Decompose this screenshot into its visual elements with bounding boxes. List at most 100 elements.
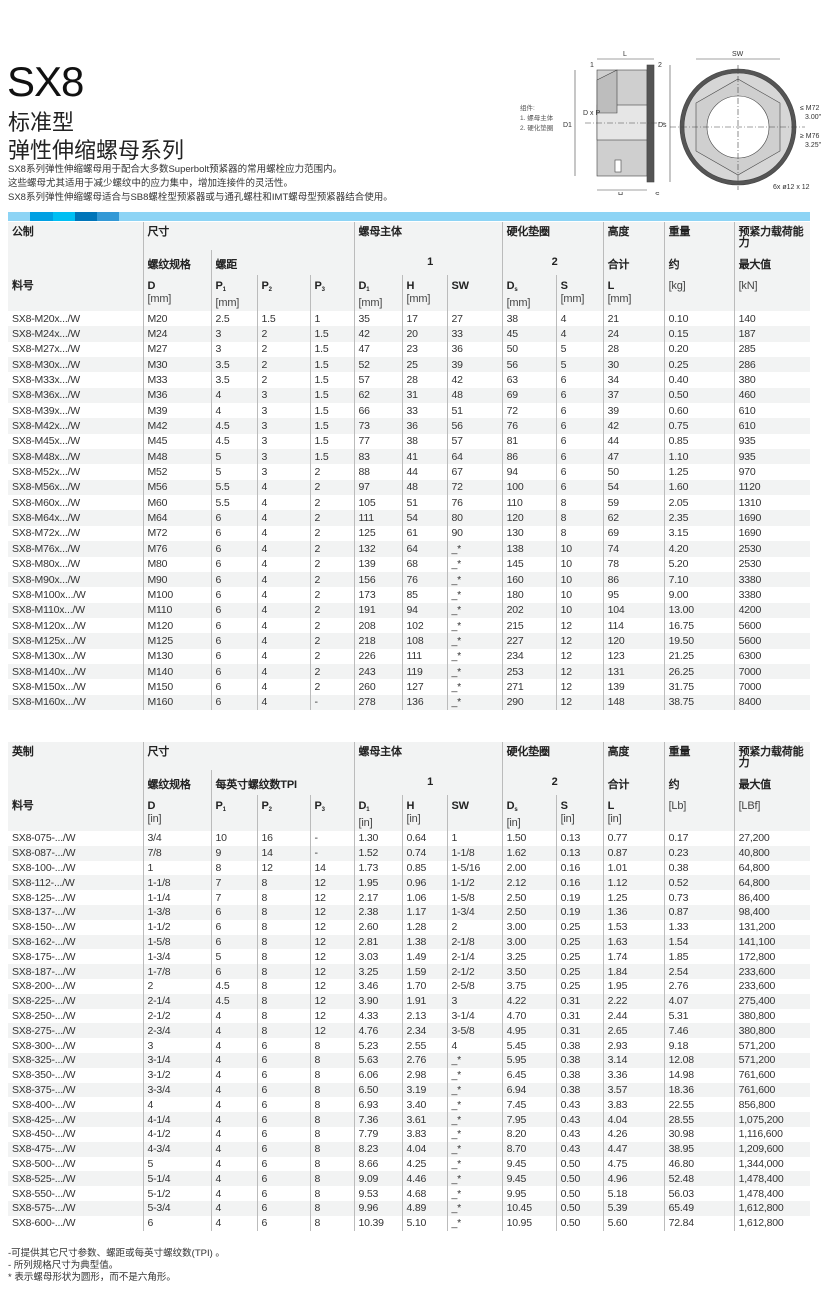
cell: 1.30 (353, 831, 403, 846)
cell: 6 (555, 372, 604, 388)
cell: 74 (602, 541, 665, 557)
sub-header: 每英寸螺纹数TPI (210, 770, 355, 795)
cell: 8 (309, 1067, 355, 1083)
cell: 4 (210, 1082, 257, 1098)
cell: 64 (401, 541, 448, 557)
cell: 10 (555, 571, 604, 588)
column-header: P1 (210, 795, 257, 831)
cell: 86,400 (733, 890, 811, 905)
column-header: D1 [mm] (353, 275, 403, 311)
cell: 131,200 (733, 919, 811, 935)
cell: 0.43 (555, 1112, 604, 1127)
cell: 4 (210, 1126, 257, 1142)
color-bar (8, 212, 810, 221)
cell: 0.43 (555, 1141, 604, 1157)
product-title: SX8 (7, 58, 84, 105)
sub-header: 螺纹规格 (142, 250, 211, 275)
table-row: SX8-125-.../W 1-1/4 7 8 12 2.17 1.06 1-5/8 2.50 0… (8, 890, 811, 905)
cell: 68 (401, 556, 448, 572)
table-row: SX8-187-.../W 1-7/8 6 8 12 3.25 1.59 2-1/2 3.50 0… (8, 964, 811, 979)
cell: 12 (309, 890, 355, 905)
table-row: SX8-M56x.../W M56 5.5 4 2 97 48 72 100 6 54 1.60 112… (8, 479, 811, 496)
cell: 36 (446, 341, 503, 358)
cell: 1,612,800 (733, 1200, 811, 1216)
cell: 4.5 (210, 433, 257, 450)
cell: 4 (210, 1038, 257, 1053)
cell: 6 (210, 679, 257, 695)
cell: 5 (555, 357, 604, 373)
part-number: SX8-M80x.../W (12, 558, 80, 571)
cell: M39 (142, 403, 211, 419)
cell: 4.95 (501, 1023, 557, 1039)
cell: 1-5/16 (446, 860, 503, 876)
cell: 1,478,400 (733, 1186, 811, 1201)
cell: 94 (501, 464, 557, 480)
cell: 6 (555, 464, 604, 480)
cell: 6 (210, 694, 257, 710)
cell: 12 (256, 860, 310, 876)
cell: 12 (309, 875, 355, 891)
cell: 286 (733, 357, 811, 373)
cell: 4.25 (401, 1156, 448, 1172)
le-m72: ≤ M72 (800, 105, 820, 112)
part-number: SX8-550-.../W (12, 1187, 76, 1200)
cell: 148 (602, 694, 665, 710)
cell: 6 (256, 1200, 310, 1216)
cell: 0.50 (663, 387, 735, 404)
cell: 1.5 (309, 418, 355, 434)
table-row: SX8-M36x.../W M36 4 3 1.5 62 31 48 69 6 37 0.50 460 (8, 387, 811, 404)
cell: 1,344,000 (733, 1156, 811, 1172)
cell: 8400 (733, 694, 811, 710)
cell: 8 (256, 875, 310, 891)
cell: 10.45 (501, 1200, 557, 1216)
cell: 380 (733, 372, 811, 388)
cell: 5.31 (663, 1008, 735, 1024)
cell: _* (446, 541, 503, 557)
table-row: SX8-325-.../W 3-1/4 4 6 8 5.63 2.76 _* 5.95 0.38 3… (8, 1052, 811, 1068)
header-row-groups: 公制 尺寸 螺母主体 硬化垫圈 高度 重量 预紧力载荷能力 (8, 222, 811, 250)
cell: 10.95 (501, 1215, 557, 1231)
table-row: SX8-087-.../W 7/8 9 14-1.52 0.74 1-1/8 1.62 0.1… (8, 845, 811, 861)
cell: 44 (401, 464, 448, 480)
cell: 6 (210, 904, 257, 920)
table-row: SX8-275-.../W 2-3/4 4 8 12 4.76 2.34 3-5/8 4.95 0… (8, 1023, 811, 1039)
cell: 5.5 (210, 479, 257, 496)
cell: 4.5 (210, 978, 257, 994)
group-header: 高度 (602, 222, 665, 250)
cell: 8 (309, 1186, 355, 1201)
cell: 0.50 (555, 1156, 604, 1172)
cell: 0.25 (555, 964, 604, 979)
cell: 14 (309, 860, 355, 876)
cell: 8 (309, 1082, 355, 1098)
cell: 0.52 (663, 875, 735, 891)
cell: 38 (501, 311, 557, 327)
column-unit: [in] (506, 817, 521, 829)
callout-2: 2 (658, 62, 662, 69)
table-row: SX8-M64x.../W M64 6 4 2 111 54 80 120 8 62 2.35 1690 (8, 510, 811, 526)
table-row: SX8-175-.../W 1-3/4 5 8 12 3.03 1.49 2-1/4 3.25 0… (8, 949, 811, 965)
cell: 125 (353, 525, 403, 542)
cell: 6 (210, 541, 257, 557)
cell: 5.95 (501, 1052, 557, 1068)
cell: 120 (501, 510, 557, 526)
color-segment (75, 212, 97, 221)
part-number: SX8-M52x.../W (12, 466, 80, 479)
cell: 39 (446, 357, 503, 373)
cell: M27 (142, 341, 211, 358)
column-unit: [in] (147, 813, 162, 825)
cell: _* (446, 679, 503, 695)
cell: 42 (353, 326, 403, 342)
cell: 25 (401, 357, 448, 373)
cell: 761,600 (733, 1082, 811, 1098)
cell: 0.64 (401, 831, 448, 846)
product-type: 标准型 (8, 110, 75, 135)
cell: 0.85 (663, 433, 735, 450)
cell: 8 (256, 904, 310, 920)
legend-item: 1. 螺母主体 (520, 115, 554, 122)
cell: 2.81 (353, 934, 403, 950)
cell: _* (446, 1215, 503, 1231)
cell: M90 (142, 571, 211, 588)
cell: 3.83 (401, 1126, 448, 1142)
table-row: SX8-200-.../W 2 4.5 8 12 3.46 1.70 2-5/8 3.75 0.2… (8, 978, 811, 994)
cell: 1.52 (353, 845, 403, 861)
